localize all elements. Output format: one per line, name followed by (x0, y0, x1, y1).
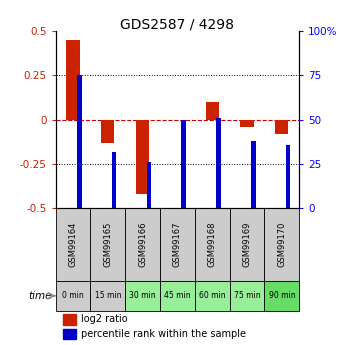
Bar (63, 328, 76, 339)
Bar (125, 208, 160, 280)
Text: GSM99169: GSM99169 (243, 222, 252, 267)
Text: GSM99170: GSM99170 (277, 222, 286, 267)
Bar (101, 120, 114, 143)
Text: 15 min: 15 min (95, 291, 121, 300)
Bar (264, 280, 299, 311)
Bar (264, 208, 299, 280)
Bar (66, 40, 80, 120)
Bar (90, 208, 125, 280)
Bar (251, 141, 255, 208)
Bar (63, 314, 76, 325)
Bar (90, 280, 125, 311)
Text: 0 min: 0 min (62, 291, 84, 300)
Text: GSM99168: GSM99168 (208, 222, 217, 267)
Bar (182, 120, 186, 208)
Bar (286, 145, 290, 208)
Title: GDS2587 / 4298: GDS2587 / 4298 (120, 17, 235, 31)
Bar (112, 152, 116, 208)
Bar (160, 208, 195, 280)
Text: 75 min: 75 min (234, 291, 260, 300)
Text: GSM99164: GSM99164 (69, 222, 78, 267)
Bar (56, 208, 90, 280)
Text: GSM99165: GSM99165 (103, 222, 112, 267)
Text: GSM99166: GSM99166 (138, 222, 147, 267)
Text: log2 ratio: log2 ratio (81, 314, 128, 324)
Bar (56, 280, 90, 311)
Bar (125, 280, 160, 311)
Bar (147, 162, 151, 208)
Bar (136, 120, 149, 194)
Bar (160, 280, 195, 311)
Text: time: time (28, 291, 52, 301)
Bar (195, 280, 230, 311)
Text: GSM99167: GSM99167 (173, 222, 182, 267)
Bar (77, 76, 81, 208)
Text: 90 min: 90 min (269, 291, 295, 300)
Bar (216, 118, 221, 208)
Text: 30 min: 30 min (129, 291, 156, 300)
Text: 45 min: 45 min (164, 291, 191, 300)
Bar (240, 120, 254, 127)
Bar (195, 208, 230, 280)
Bar (230, 208, 264, 280)
Text: percentile rank within the sample: percentile rank within the sample (81, 329, 246, 339)
Bar (275, 120, 288, 134)
Text: 60 min: 60 min (199, 291, 226, 300)
Bar (230, 280, 264, 311)
Bar (206, 102, 219, 120)
